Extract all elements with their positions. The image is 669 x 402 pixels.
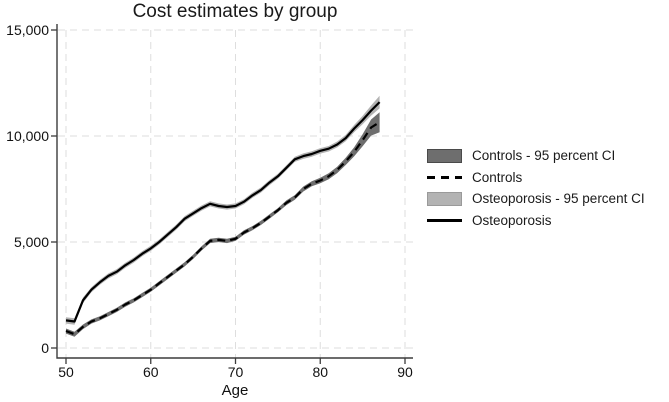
legend-swatch-controls [427, 175, 462, 179]
x-tick-label: 80 [312, 364, 328, 380]
legend: Controls - 95 percent CI Controls Osteop… [427, 145, 667, 231]
legend-swatch-controls-ci [427, 148, 462, 163]
y-tick-label: 0 [41, 340, 49, 356]
legend-label-controls-ci: Controls - 95 percent CI [472, 148, 616, 164]
legend-item-osteoporosis-ci: Osteoporosis - 95 percent CI [427, 188, 667, 210]
tick-marks [51, 29, 406, 364]
y-tick-label: 5,000 [14, 234, 49, 250]
chart-title: Cost estimates by group [132, 1, 338, 22]
axes [56, 24, 413, 359]
legend-item-controls-ci: Controls - 95 percent CI [427, 145, 667, 167]
x-tick-label: 90 [397, 364, 413, 380]
osteoporosis-line [65, 101, 381, 323]
legend-label-controls: Controls [472, 169, 523, 185]
gridlines [58, 29, 413, 358]
legend-item-osteoporosis: Osteoporosis [427, 210, 667, 232]
legend-swatch-osteoporosis [427, 218, 462, 222]
legend-swatch-osteoporosis-ci [427, 191, 462, 206]
legend-label-osteoporosis: Osteoporosis [472, 212, 552, 228]
y-tick-label: 15,000 [6, 22, 49, 38]
x-axis-label: Age [221, 382, 249, 399]
x-tick-label: 60 [143, 364, 159, 380]
controls-line [65, 121, 381, 336]
x-tick-label: 70 [228, 364, 244, 380]
x-tick-labels: 50 60 70 80 90 [58, 364, 413, 380]
legend-item-controls: Controls [427, 167, 667, 189]
osteoporosis-ci-band [66, 95, 380, 325]
legend-label-osteoporosis-ci: Osteoporosis - 95 percent CI [472, 191, 645, 207]
y-tick-label: 10,000 [6, 128, 49, 144]
y-tick-labels: 0 5,000 10,000 15,000 [6, 22, 49, 356]
x-tick-label: 50 [58, 364, 74, 380]
